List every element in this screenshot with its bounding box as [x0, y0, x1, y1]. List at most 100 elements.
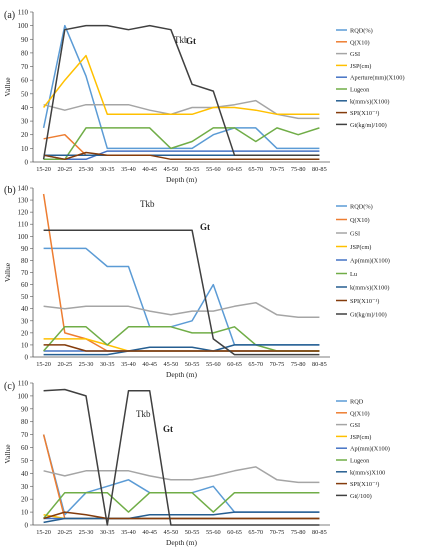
y-tick-label: 60 — [21, 281, 29, 289]
y-tick-label: 110 — [18, 221, 29, 229]
y-tick-label: 50 — [21, 293, 29, 301]
x-tick-label: 25-30 — [79, 529, 94, 536]
x-tick-label: 75-80 — [291, 529, 306, 536]
legend-label: Ap(mm)(X100) — [350, 446, 390, 453]
annotation-gt: Gt — [163, 424, 173, 434]
y-tick-label: 110 — [18, 380, 29, 388]
y-tick-label: 20 — [21, 131, 29, 139]
x-tick-label: 35-40 — [121, 166, 136, 173]
legend-label: SPI(X10⁻¹) — [350, 110, 379, 117]
legend-label: k(mm/s)(X100) — [350, 285, 390, 292]
y-tick-label: 140 — [18, 185, 29, 193]
x-tick-label: 20-25 — [57, 361, 72, 368]
x-tick-label: 45-50 — [164, 529, 179, 536]
legend-label: GSI — [350, 51, 360, 58]
series-line — [44, 390, 320, 526]
y-tick-label: 30 — [21, 483, 29, 491]
legend-label: SPI(X10⁻¹) — [350, 298, 379, 305]
y-tick-label: 20 — [21, 496, 29, 504]
y-tick-label: 100 — [18, 233, 29, 241]
y-axis-title: Vallue — [3, 262, 12, 282]
chart-panel: (b)010203040506070809010011012013014015-… — [3, 185, 390, 380]
series-line — [44, 467, 320, 483]
y-tick-label: 130 — [18, 197, 29, 205]
x-tick-label: 75-80 — [291, 166, 306, 173]
chart-panel: (c) 0 10 20 30 40 50 60 70 80 90 100 110 15-20 20-25 25… — [3, 380, 390, 548]
x-axis-title: Depth (m) — [166, 538, 198, 547]
x-tick-label: 30-35 — [100, 166, 115, 173]
legend-label: Gt(/100) — [350, 493, 372, 500]
x-tick-label: 25-30 — [79, 361, 94, 368]
panel-label: (b) — [4, 185, 16, 196]
x-tick-label: 60-65 — [227, 166, 242, 173]
annotation-gt: Gt — [200, 222, 210, 232]
x-tick-label: 15-20 — [36, 529, 51, 536]
legend-label: JSP(cm) — [350, 63, 371, 70]
x-tick-label: 70-75 — [270, 361, 285, 368]
x-tick-label: 70-75 — [270, 529, 285, 536]
legend-label: RQD(%) — [350, 28, 373, 35]
y-tick-label: 30 — [21, 118, 29, 126]
annotation-gt: Gt — [186, 36, 196, 46]
x-tick-label: 65-70 — [248, 361, 263, 368]
x-tick-label: 25-30 — [79, 166, 94, 173]
x-tick-label: 35-40 — [121, 529, 136, 536]
legend-label: Ap(mm)(X100) — [350, 258, 390, 265]
x-tick-label: 20-25 — [57, 166, 72, 173]
x-tick-label: 80-85 — [312, 166, 327, 173]
legend-label: Q(X10) — [350, 410, 370, 417]
x-tick-label: 50-55 — [185, 529, 200, 536]
y-tick-label: 50 — [21, 90, 29, 98]
x-tick-label: 45-50 — [164, 166, 179, 173]
x-tick-label: 20-25 — [57, 529, 72, 536]
series-line — [44, 435, 320, 515]
x-tick-label: 40-45 — [142, 529, 157, 536]
chart-panel: (a) 0 10 20 30 40 50 60 70 80 90 100 110 15-20 20-25 25… — [3, 9, 405, 185]
series-line — [44, 303, 320, 318]
legend-label: RQD(%) — [350, 204, 373, 211]
legend-label: Q(X10) — [350, 39, 370, 46]
y-tick-label: 40 — [21, 305, 29, 313]
y-tick-label: 80 — [21, 257, 29, 265]
legend-label: RQD — [350, 399, 364, 406]
panel-label: (a) — [4, 10, 15, 21]
x-tick-label: 70-75 — [270, 166, 285, 173]
y-tick-label: 100 — [18, 392, 29, 400]
y-tick-label: 70 — [21, 431, 29, 439]
y-tick-label: 0 — [25, 522, 29, 530]
x-axis-title: Depth (m) — [166, 370, 198, 379]
x-tick-label: 60-65 — [227, 361, 242, 368]
y-tick-label: 90 — [21, 36, 29, 44]
x-tick-label: 30-35 — [100, 361, 115, 368]
x-tick-label: 65-70 — [248, 166, 263, 173]
y-axis-title: Vallue — [3, 77, 12, 97]
series-line — [44, 512, 320, 522]
x-tick-label: 60-65 — [227, 529, 242, 536]
y-axis-title: Vallue — [3, 444, 12, 464]
x-tick-label: 55-60 — [206, 361, 221, 368]
x-tick-label: 30-35 — [100, 529, 115, 536]
legend-label: Gt(kg/m)/100) — [350, 312, 387, 319]
x-tick-label: 35-40 — [121, 361, 136, 368]
y-tick-label: 20 — [21, 329, 29, 337]
y-tick-label: 10 — [21, 145, 29, 153]
legend-label: Aperture(mm)(X100) — [350, 75, 405, 82]
y-tick-label: 10 — [21, 509, 29, 517]
x-tick-label: 45-50 — [164, 361, 179, 368]
x-tick-label: 75-80 — [291, 361, 306, 368]
y-tick-label: 40 — [21, 470, 29, 478]
series-line — [44, 101, 320, 119]
legend-label: JSP(cm) — [350, 434, 371, 441]
legend-label: Lugeon — [350, 458, 370, 465]
legend-label: k(mm/s)(X100) — [350, 98, 390, 105]
y-tick-label: 100 — [18, 22, 29, 30]
y-tick-label: 10 — [21, 341, 29, 349]
x-tick-label: 55-60 — [206, 166, 221, 173]
y-tick-label: 30 — [21, 317, 29, 325]
y-tick-label: 60 — [21, 77, 29, 85]
legend-label: Q(X10) — [350, 217, 370, 224]
legend-label: Gt(kg/m)/100) — [350, 122, 387, 129]
y-tick-label: 60 — [21, 444, 29, 452]
y-tick-label: 70 — [21, 63, 29, 71]
